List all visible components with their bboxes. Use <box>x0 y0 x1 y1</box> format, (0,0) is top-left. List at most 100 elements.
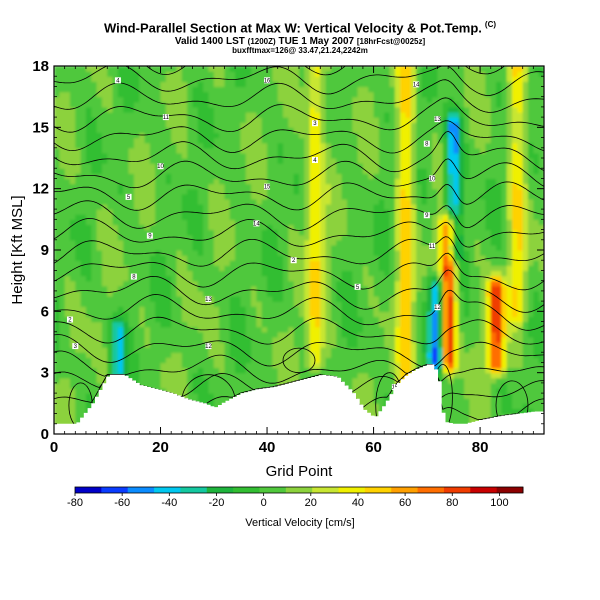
isentrope-closed <box>282 347 316 374</box>
y-tick-label: 9 <box>41 242 49 259</box>
y-tick-label: 3 <box>41 365 49 382</box>
colorbar-swatch <box>75 487 102 493</box>
x-tick-label: 80 <box>472 439 489 456</box>
isentrope-line <box>54 158 544 189</box>
colorbar-tick-label: -20 <box>209 497 225 509</box>
colorbar-tick-label: 0 <box>261 497 267 509</box>
colorbar-swatch <box>154 487 181 493</box>
isentrope-label: 13 <box>205 296 212 303</box>
y-tick-label: 15 <box>32 119 49 136</box>
colorbar-tick-label: 60 <box>399 497 411 509</box>
isentrope-line <box>54 269 544 313</box>
terrain-fill <box>54 364 544 434</box>
isentrope-label: 12 <box>205 343 212 350</box>
isentrope-line <box>54 252 544 291</box>
isentrope-line <box>54 334 544 367</box>
chart-subtitle: Valid 1400 LST (1200Z) TUE 1 May 2007 [1… <box>0 36 600 47</box>
isentrope-line <box>54 350 544 384</box>
isentrope-label: 8 <box>423 140 430 148</box>
isentrope-line <box>54 130 544 173</box>
isentrope-label: 12 <box>434 304 441 311</box>
subtitle-run: [18hrFcst@0025z] <box>356 37 426 46</box>
isentrope-label: 2 <box>66 316 73 324</box>
isentrope-label: 11 <box>429 242 436 250</box>
isentrope-line <box>54 316 544 345</box>
colorbar-tick-label: 40 <box>352 497 364 509</box>
subtitle-date: TUE 1 May 2007 <box>278 36 355 47</box>
isentrope-line <box>54 66 544 96</box>
colorbar-swatch <box>127 487 155 493</box>
x-tick-label: 20 <box>152 439 169 456</box>
isentrope-line <box>54 79 544 113</box>
isentrope-line <box>54 289 544 331</box>
isentrope-label: 16 <box>264 77 271 84</box>
colorbar-title: Vertical Velocity [cm/s] <box>245 517 354 529</box>
colorbar-tick-label: 100 <box>490 497 508 509</box>
plot-area: 23458910111213141516234589101112131415 <box>54 26 544 434</box>
colorbar-swatch <box>417 487 445 493</box>
isentrope-line <box>54 26 544 54</box>
colorbar-swatch <box>180 487 208 493</box>
isentrope-label: 5 <box>354 283 361 291</box>
isentrope-label: 3 <box>311 120 318 127</box>
subtitle-valid: Valid 1400 LST <box>174 36 245 47</box>
colorbar-swatch <box>206 487 234 493</box>
y-axis-title: Height [Kft MSL] <box>9 195 26 304</box>
y-tick-label: 18 <box>32 58 49 75</box>
isentrope-label: 10 <box>157 163 165 170</box>
colorbar-tick-label: -60 <box>114 497 130 509</box>
isentrope-label: 4 <box>311 157 318 164</box>
isentrope-label: 8 <box>130 273 137 281</box>
colorbar-swatch <box>443 487 471 493</box>
chart-title: Wind-Parallel Section at Max W: Vertical… <box>0 20 600 35</box>
isentrope-label: 10 <box>429 175 436 182</box>
isentrope-line <box>54 200 544 231</box>
isentrope-label: 2 <box>290 257 297 264</box>
x-tick-label: 60 <box>365 439 382 456</box>
subtitle-zulu: (1200Z) <box>247 37 276 46</box>
isentrope-label: 14 <box>253 220 260 227</box>
isentrope-line <box>54 217 544 248</box>
isentrope-line <box>54 236 544 267</box>
isentrope-label: 14 <box>413 81 420 88</box>
colorbar: -80 -60 -40 -20 0 20 40 60 80 100 <box>67 486 524 509</box>
colorbar-tick-label: 80 <box>446 497 458 509</box>
isentrope-label: 15 <box>264 183 271 191</box>
colorbar-tick-label: -80 <box>67 497 83 509</box>
colorbar-swatch <box>101 487 129 493</box>
chart-subtitle-2: buxfftmax=126@ 33.47,21.24,2242m <box>232 46 368 55</box>
colorbar-swatch <box>312 487 340 493</box>
isentropes: 23458910111213141516234589101112131415 <box>54 26 544 434</box>
isentrope-label: 4 <box>114 77 121 84</box>
isentrope-line <box>54 120 544 154</box>
x-tick-label: 40 <box>259 439 276 456</box>
colorbar-swatch <box>259 487 287 493</box>
isentrope-label: 11 <box>163 114 170 121</box>
isentrope-label: 9 <box>423 212 430 219</box>
colorbar-frame <box>74 486 524 494</box>
axes: 0 20 40 60 80 0 3 6 9 12 15 18 <box>32 58 545 456</box>
y-tick-label: 6 <box>41 303 49 320</box>
chart-title-mark: (C) <box>484 20 497 29</box>
colorbar-swatch <box>285 487 313 493</box>
x-axis-title: Grid Point <box>266 463 334 480</box>
isentrope-line <box>54 181 544 211</box>
colorbar-swatch <box>470 487 498 493</box>
isentrope-line <box>54 97 544 133</box>
chart-title-text: Wind-Parallel Section at Max W: Vertical… <box>103 20 482 36</box>
isentrope-label: 9 <box>146 232 153 240</box>
terrain <box>54 364 544 434</box>
isentrope-label: 3 <box>72 343 79 350</box>
colorbar-tick-label: -40 <box>161 497 177 509</box>
y-tick-label: 0 <box>41 426 49 443</box>
isentrope-label: 13 <box>434 116 441 123</box>
colorbar-swatch <box>391 487 419 493</box>
colorbar-swatch <box>364 487 392 493</box>
x-tick-label: 0 <box>50 439 58 456</box>
isentrope-label: 5 <box>125 193 132 201</box>
colorbar-swatch <box>496 487 524 493</box>
colorbar-swatch <box>338 487 366 493</box>
colorbar-swatch <box>233 487 260 493</box>
colorbar-tick-label: 20 <box>305 497 317 509</box>
